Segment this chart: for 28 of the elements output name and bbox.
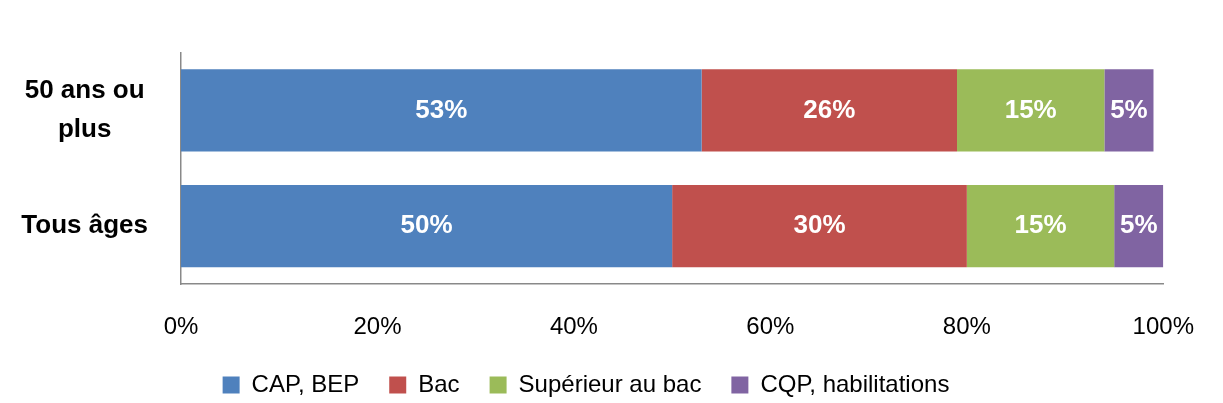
data-label: 5% [1110, 93, 1148, 124]
data-label: 30% [793, 209, 846, 240]
bar [1114, 185, 1164, 268]
bar [672, 185, 967, 268]
bar [181, 69, 702, 152]
y-tick-label: Tous âges [21, 209, 149, 240]
data-label: 5% [1119, 209, 1158, 240]
legend-label: CAP, BEP [251, 369, 360, 397]
x-tick-label: 20% [353, 312, 402, 340]
data-label: 53% [415, 93, 468, 124]
bar [966, 185, 1115, 268]
bar [957, 69, 1105, 152]
bar [181, 185, 673, 268]
x-tick-label: 40% [549, 312, 598, 340]
y-tick-label: 50 ans ou plus [24, 74, 145, 144]
data-label: 15% [1014, 209, 1067, 240]
legend-label: CQP, habilitations [760, 369, 950, 397]
x-tick-label: 60% [746, 312, 795, 340]
data-label: 50% [400, 209, 453, 240]
data-label: 26% [803, 93, 856, 124]
x-tick-label: 0% [163, 312, 199, 340]
data-label: 15% [1004, 93, 1057, 124]
bar [701, 69, 958, 152]
legend-label: Supérieur au bac [518, 369, 702, 397]
legend-label: Bac [418, 369, 460, 397]
x-tick-label: 80% [942, 312, 991, 340]
bar [1104, 69, 1154, 152]
x-tick-label: 100% [1132, 312, 1194, 340]
